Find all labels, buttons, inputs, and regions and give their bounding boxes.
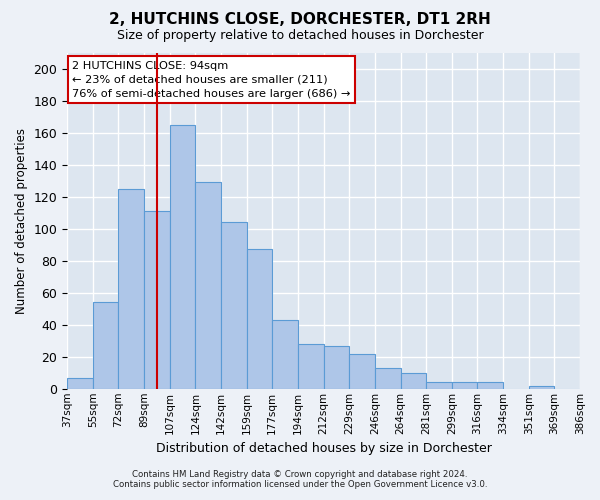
Bar xyxy=(323,346,349,389)
Bar xyxy=(93,302,118,389)
Bar xyxy=(67,378,93,389)
Bar xyxy=(118,188,144,389)
Bar xyxy=(247,250,272,389)
Bar xyxy=(298,344,323,389)
Bar xyxy=(529,386,554,389)
Bar xyxy=(272,320,298,389)
Bar xyxy=(426,382,452,389)
Bar xyxy=(349,354,375,389)
Text: 2 HUTCHINS CLOSE: 94sqm
← 23% of detached houses are smaller (211)
76% of semi-d: 2 HUTCHINS CLOSE: 94sqm ← 23% of detache… xyxy=(72,61,350,99)
Bar xyxy=(478,382,503,389)
Bar xyxy=(452,382,478,389)
Bar xyxy=(196,182,221,389)
Bar xyxy=(144,211,170,389)
X-axis label: Distribution of detached houses by size in Dorchester: Distribution of detached houses by size … xyxy=(155,442,491,455)
Bar xyxy=(375,368,401,389)
Text: 2, HUTCHINS CLOSE, DORCHESTER, DT1 2RH: 2, HUTCHINS CLOSE, DORCHESTER, DT1 2RH xyxy=(109,12,491,28)
Y-axis label: Number of detached properties: Number of detached properties xyxy=(15,128,28,314)
Text: Contains HM Land Registry data © Crown copyright and database right 2024.
Contai: Contains HM Land Registry data © Crown c… xyxy=(113,470,487,489)
Text: Size of property relative to detached houses in Dorchester: Size of property relative to detached ho… xyxy=(116,29,484,42)
Bar xyxy=(401,373,426,389)
Bar xyxy=(170,124,196,389)
Bar xyxy=(221,222,247,389)
